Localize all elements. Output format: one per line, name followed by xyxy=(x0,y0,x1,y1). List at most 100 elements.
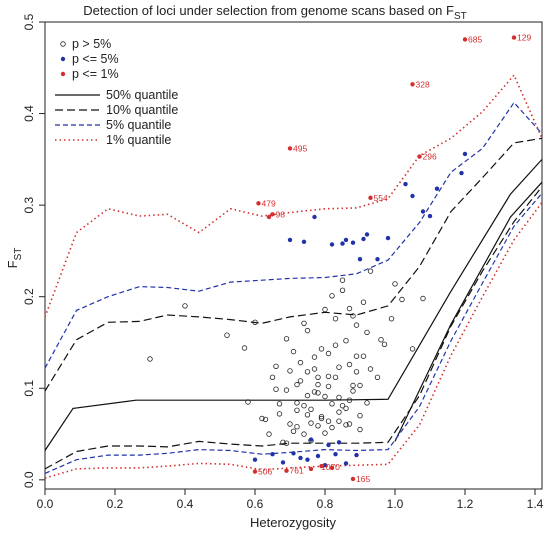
point-s2-4 xyxy=(417,154,422,159)
point-s0-26 xyxy=(339,287,346,293)
point-s0-25 xyxy=(336,394,342,401)
point-s0-4 xyxy=(245,399,251,405)
point-s1-19 xyxy=(252,457,258,462)
point-s0-36 xyxy=(381,341,388,347)
point-s0-13 xyxy=(294,400,300,406)
point-s1-10 xyxy=(375,257,380,262)
point-s0-40 xyxy=(409,346,416,352)
point-s0-22 xyxy=(325,373,332,380)
point-s1-29 xyxy=(354,452,359,458)
point-s0-66 xyxy=(290,428,297,434)
point-s0-27 xyxy=(343,405,349,412)
point-s1-5 xyxy=(343,237,349,243)
annotation-label-2: 328 xyxy=(416,79,430,89)
point-s0-78 xyxy=(301,320,307,326)
point-s0-87 xyxy=(273,386,279,392)
point-s1-31 xyxy=(326,442,331,448)
x-axis-label: Heterozygosity xyxy=(250,515,336,530)
point-s0-73 xyxy=(339,277,346,283)
point-s0-7 xyxy=(266,431,272,437)
y-tick-label-3: 0.3 xyxy=(22,196,36,213)
point-s1-14 xyxy=(420,209,426,214)
point-s0-50 xyxy=(346,421,353,427)
plot-frame xyxy=(44,21,543,490)
x-axis: 0.0 0.2 0.4 0.6 0.8 1.0 1.2 1.4 xyxy=(37,489,544,511)
point-s0-31 xyxy=(357,426,363,433)
point-s1-12 xyxy=(403,181,408,187)
x-tick-label-3: 0.6 xyxy=(247,497,264,511)
point-s0-55 xyxy=(315,374,321,380)
point-s0-83 xyxy=(336,364,342,370)
point-s0-41 xyxy=(420,295,426,302)
y-tick-label-5: 0.5 xyxy=(22,13,36,30)
point-s0-10 xyxy=(283,387,290,393)
point-s0-37 xyxy=(388,316,395,322)
annotation-label-9: 761 xyxy=(290,466,304,476)
point-s1-26 xyxy=(322,463,328,468)
point-s1-24 xyxy=(305,457,310,462)
svg-text:FST: FST xyxy=(5,248,24,269)
y-tick-label-4: 0.4 xyxy=(22,105,36,122)
y-tick-label-0: 0.0 xyxy=(22,471,36,488)
legend-label-2: p <= 1% xyxy=(72,67,119,81)
point-s0-16 xyxy=(304,327,311,334)
y-tick-label-2: 0.2 xyxy=(22,288,36,305)
point-s0-93 xyxy=(336,409,342,415)
x-tick-label-1: 0.2 xyxy=(107,497,124,511)
point-s0-86 xyxy=(262,416,269,423)
point-s1-15 xyxy=(427,213,433,219)
x-tick-label-6: 1.2 xyxy=(457,497,474,511)
point-s0-81 xyxy=(322,393,328,400)
point-s0-46 xyxy=(318,415,325,422)
x-tick-label-4: 0.8 xyxy=(317,497,334,511)
point-s1-11 xyxy=(385,235,391,241)
point-s0-6 xyxy=(259,415,265,422)
point-s0-57 xyxy=(329,401,335,407)
point-s0-84 xyxy=(343,422,349,428)
point-s0-1 xyxy=(182,303,188,309)
point-s0-9 xyxy=(276,411,283,417)
point-s0-75 xyxy=(353,353,360,359)
point-s0-34 xyxy=(367,268,374,274)
point-s0-82 xyxy=(329,293,335,299)
point-s0-96 xyxy=(367,366,374,372)
point-s1-20 xyxy=(270,452,275,457)
point-s1-23 xyxy=(298,455,303,461)
point-s0-95 xyxy=(357,382,363,389)
quantile-line-0 xyxy=(44,158,543,451)
y-axis: 0.0 0.1 0.2 0.3 0.4 0.5 xyxy=(22,13,45,488)
point-s0-61 xyxy=(357,413,363,419)
point-s0-49 xyxy=(339,403,346,409)
point-s1-16 xyxy=(434,186,440,191)
point-s0-20 xyxy=(318,414,325,420)
point-s0-45 xyxy=(311,354,318,360)
annotation-label-0: 685 xyxy=(468,34,482,44)
annotation-label-7: 98 xyxy=(276,209,286,219)
chart-title: Detection of loci under selection from g… xyxy=(83,3,466,22)
quantile-line-1 xyxy=(394,181,543,442)
point-s0-72 xyxy=(332,374,339,380)
point-s1-8 xyxy=(361,236,366,242)
annotation-label-8: 506 xyxy=(258,467,272,477)
point-s0-47 xyxy=(325,383,332,390)
point-s2-13 xyxy=(319,463,324,469)
point-s2-6 xyxy=(256,201,261,206)
point-s2-2 xyxy=(410,82,415,87)
y-axis-label: FST xyxy=(5,248,24,269)
point-s0-68 xyxy=(304,412,311,418)
point-s0-90 xyxy=(304,369,311,375)
point-s1-30 xyxy=(308,437,314,442)
point-s0-62 xyxy=(364,329,370,336)
point-s1-6 xyxy=(350,240,356,245)
point-s0-42 xyxy=(280,439,286,445)
point-s0-38 xyxy=(392,281,398,287)
point-s0-89 xyxy=(294,381,300,388)
point-s0-80 xyxy=(315,381,321,388)
point-s0-94 xyxy=(346,305,353,312)
point-s2-12 xyxy=(308,466,314,472)
point-s2-5 xyxy=(368,195,373,200)
point-s2-9 xyxy=(252,469,258,474)
annotation-label-10: 165 xyxy=(356,474,370,484)
point-s0-30 xyxy=(353,322,360,328)
